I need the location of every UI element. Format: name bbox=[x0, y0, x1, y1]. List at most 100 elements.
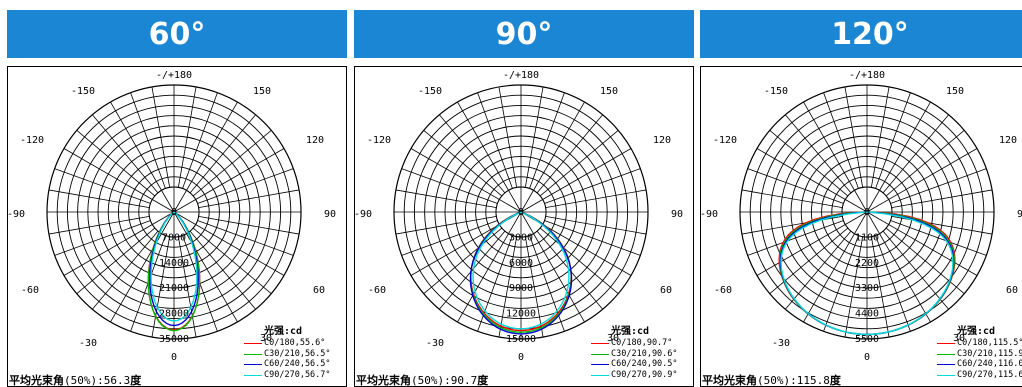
grid-spoke bbox=[457, 211, 522, 323]
grid-spoke bbox=[173, 211, 285, 276]
footer-unit: 度 bbox=[130, 374, 142, 387]
grid-spoke bbox=[885, 130, 965, 197]
grid-spoke bbox=[151, 236, 171, 338]
angle-label: -90 bbox=[701, 209, 718, 220]
radial-tick-label: 15000 bbox=[506, 334, 536, 345]
grid-spoke bbox=[54, 220, 151, 256]
radial-tick-label: 14000 bbox=[159, 258, 189, 269]
grid-spoke bbox=[197, 220, 294, 256]
footer-label: 平均光束角 bbox=[356, 374, 411, 387]
series-curve bbox=[472, 211, 570, 330]
grid-spoke bbox=[54, 168, 151, 204]
grid-spoke bbox=[539, 130, 619, 197]
grid-spoke bbox=[890, 220, 987, 256]
grid-spoke bbox=[76, 227, 156, 294]
grid-spoke bbox=[803, 211, 868, 323]
grid-spoke bbox=[544, 220, 641, 256]
angle-label: -/+180 bbox=[503, 70, 539, 81]
grid-spoke bbox=[110, 211, 175, 323]
grid-spoke bbox=[545, 189, 647, 209]
beam-angle-footer: 平均光束角(50%):56.3度 bbox=[9, 372, 142, 387]
legend-swatch bbox=[591, 374, 609, 376]
grid-spoke bbox=[401, 168, 498, 204]
angle-label: 30 bbox=[607, 333, 619, 344]
series-curve bbox=[780, 211, 954, 336]
legend-swatch bbox=[937, 374, 955, 376]
grid-spoke bbox=[545, 215, 647, 235]
grid-spoke bbox=[823, 92, 859, 189]
grid-spoke bbox=[882, 114, 949, 194]
grid-spoke bbox=[524, 236, 544, 338]
grid-spoke bbox=[769, 227, 849, 294]
footer-unit: 度 bbox=[829, 374, 841, 387]
grid-spoke bbox=[866, 211, 931, 323]
footer-value: (50%):115.8 bbox=[757, 374, 830, 387]
grid-spoke bbox=[498, 236, 518, 338]
angle-label: 0 bbox=[171, 352, 177, 363]
angle-label: 60 bbox=[1006, 285, 1018, 296]
chart-panel-120: 120° -/+180 -150 150 -120 120 -90 90 -60 60 -30 30… bbox=[700, 0, 1022, 387]
grid-spoke bbox=[844, 86, 864, 188]
grid-spoke bbox=[423, 227, 503, 294]
angle-label: -60 bbox=[714, 285, 732, 296]
grid-spoke bbox=[875, 235, 911, 332]
series-curve bbox=[150, 211, 198, 322]
legend-label: C90/270,56.7° bbox=[264, 369, 331, 380]
grid-spoke bbox=[741, 189, 843, 209]
legend-item: C30/210,115.9° bbox=[935, 349, 1022, 360]
angle-label: -150 bbox=[418, 86, 442, 97]
grid-spoke bbox=[173, 211, 238, 323]
angle-label: -30 bbox=[772, 338, 790, 349]
legend-item: C30/210,56.5° bbox=[242, 348, 346, 360]
legend-label: C0/180,115.5° bbox=[957, 338, 1022, 348]
legend-item: C60/240,56.5° bbox=[242, 359, 346, 370]
grid-spoke bbox=[539, 227, 619, 294]
angle-label: -90 bbox=[355, 209, 372, 220]
footer-value: (50%):56.3 bbox=[64, 374, 131, 387]
grid-spoke bbox=[395, 189, 497, 209]
grid-spoke bbox=[110, 101, 175, 213]
legend-item: C60/240,116.0° bbox=[935, 359, 1022, 370]
grid-spoke bbox=[92, 230, 159, 310]
grid-spoke bbox=[536, 230, 603, 310]
footer-label: 平均光束角 bbox=[702, 374, 757, 387]
legend-swatch bbox=[591, 353, 609, 355]
angle-label: 150 bbox=[600, 86, 618, 97]
legend-label: C0/180,90.7° bbox=[611, 338, 673, 348]
angle-label: 150 bbox=[946, 86, 964, 97]
legend-swatch bbox=[937, 353, 955, 355]
legend-label: C60/240,90.5° bbox=[611, 359, 678, 369]
grid-spoke bbox=[395, 215, 497, 235]
footer-label: 平均光束角 bbox=[9, 374, 64, 387]
series-curves bbox=[778, 211, 956, 336]
grid-spoke bbox=[198, 215, 300, 235]
beam-angle-footer: 平均光束角(50%):115.8度 bbox=[702, 372, 841, 387]
radial-tick-label: 6000 bbox=[509, 258, 533, 269]
legend-item: C0/180,90.7° bbox=[589, 338, 693, 349]
grid-spoke bbox=[544, 168, 641, 204]
angle-label: 150 bbox=[253, 86, 271, 97]
angle-label: 30 bbox=[260, 333, 272, 344]
legend: 光强:cd C0/180,115.5° C30/210,115.9° C60/2… bbox=[935, 325, 1022, 380]
grid-spoke bbox=[48, 189, 150, 209]
legend-label: C60/240,116.0° bbox=[957, 359, 1022, 369]
legend-item: C90/270,56.7° bbox=[242, 369, 346, 381]
legend-swatch bbox=[244, 353, 262, 355]
angle-label: -120 bbox=[713, 135, 737, 146]
legend-label: C30/210,56.5° bbox=[264, 348, 331, 359]
panel-title: 120° bbox=[700, 10, 1022, 58]
angle-label: 0 bbox=[864, 352, 870, 363]
polar-grid bbox=[739, 84, 995, 340]
panel-title: 90° bbox=[354, 10, 694, 58]
legend-label: C60/240,56.5° bbox=[264, 359, 331, 369]
angle-label: -/+180 bbox=[156, 70, 192, 81]
grid-spoke bbox=[785, 230, 852, 310]
legend: 光强:cd C0/180,90.7° C30/210,90.6° C60/240… bbox=[589, 325, 693, 380]
grid-spoke bbox=[177, 86, 197, 188]
grid-spoke bbox=[151, 86, 171, 188]
angle-label: 30 bbox=[953, 333, 965, 344]
angle-label: -/+180 bbox=[849, 70, 885, 81]
legend-label: C90/270,90.9° bbox=[611, 369, 678, 380]
grid-spoke bbox=[423, 130, 503, 197]
grid-spoke bbox=[756, 211, 868, 276]
